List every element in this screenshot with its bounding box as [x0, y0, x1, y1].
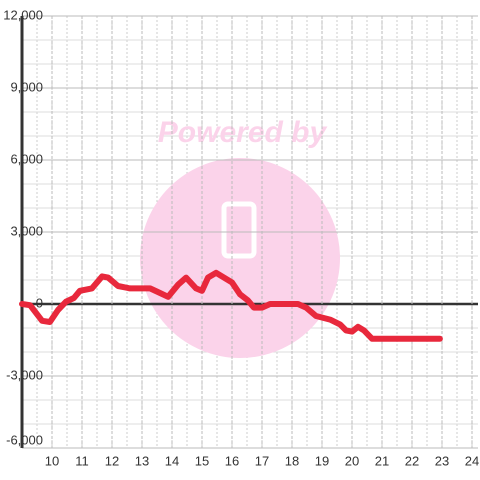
y-tick-label: -6,000: [6, 432, 43, 447]
x-tick-label: 17: [255, 453, 269, 468]
x-tick-label: 12: [105, 453, 119, 468]
x-tick-label: 13: [135, 453, 149, 468]
watermark-icon: [221, 201, 257, 259]
y-tick-label: 6,000: [10, 151, 43, 166]
watermark: Powered by: [140, 116, 340, 358]
x-tick-label: 21: [375, 453, 389, 468]
x-tick-label: 15: [195, 453, 209, 468]
x-tick-label: 20: [345, 453, 359, 468]
x-tick-label: 24: [465, 453, 479, 468]
x-tick-label: 19: [315, 453, 329, 468]
y-tick-label: 3,000: [10, 223, 43, 238]
x-tick-label: 22: [405, 453, 419, 468]
y-tick-label: 0: [36, 295, 43, 310]
x-tick-label: 23: [435, 453, 449, 468]
watermark-text: Powered by: [158, 116, 328, 149]
data-line: [19, 269, 443, 342]
x-tick-label: 10: [45, 453, 59, 468]
x-tick-label: 14: [165, 453, 179, 468]
y-tick-label: 12,000: [3, 7, 43, 22]
x-tick-label: 18: [285, 453, 299, 468]
x-tick-label: 16: [225, 453, 239, 468]
y-tick-label: 9,000: [10, 79, 43, 94]
y-tick-label: -3,000: [6, 367, 43, 382]
x-tick-label: 11: [75, 453, 89, 468]
